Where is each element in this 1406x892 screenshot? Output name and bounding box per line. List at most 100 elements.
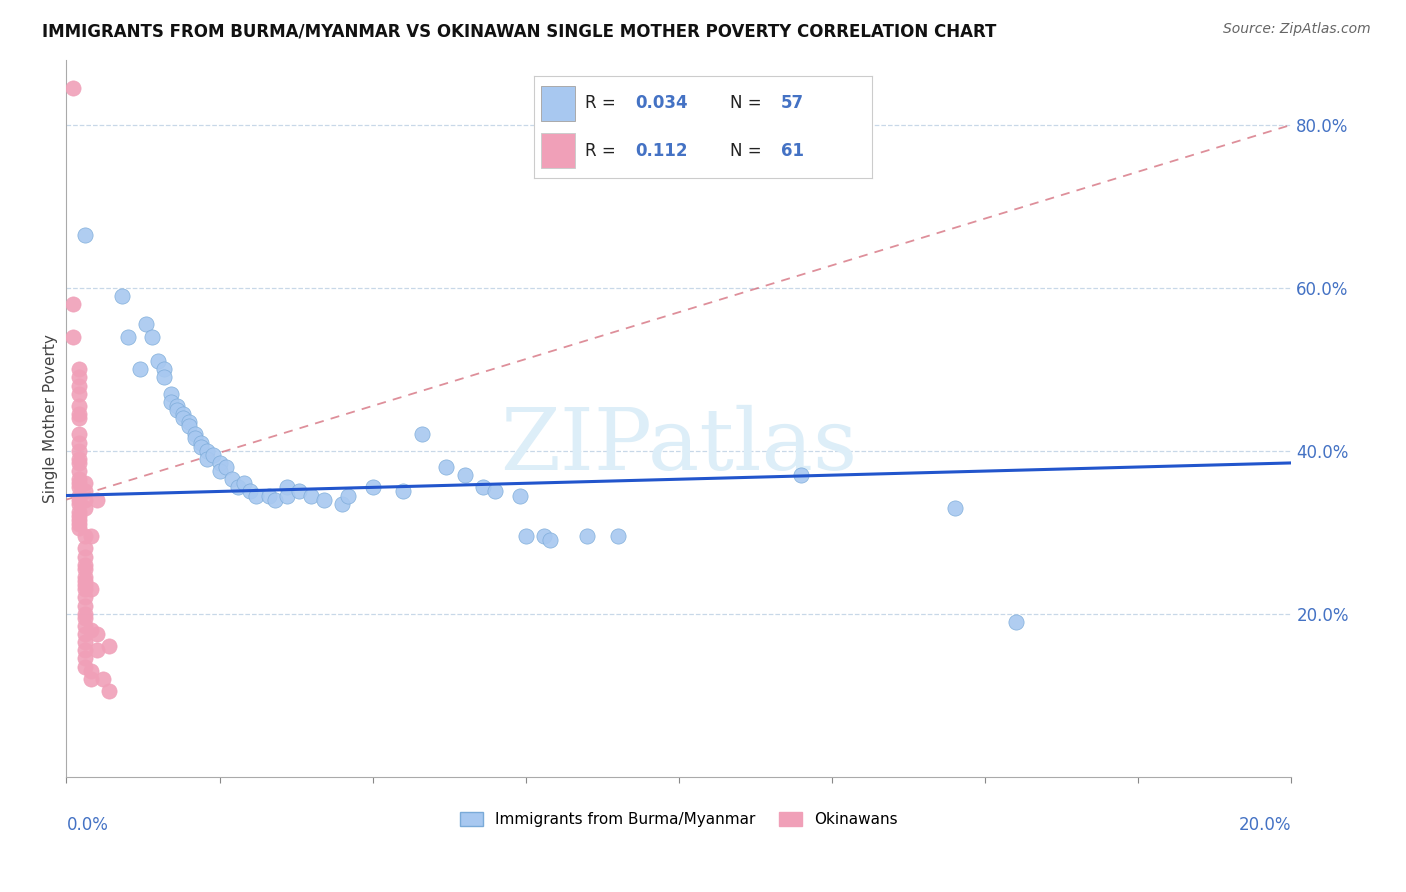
Point xyxy=(177,415,200,429)
Point xyxy=(330,497,353,511)
Point xyxy=(233,476,256,491)
Point xyxy=(67,516,90,531)
Point xyxy=(67,362,90,376)
Point xyxy=(166,403,188,417)
Point xyxy=(86,627,108,641)
Point xyxy=(538,533,561,548)
Point xyxy=(533,529,555,543)
Point xyxy=(484,484,506,499)
Point xyxy=(67,464,90,478)
Point xyxy=(73,558,96,572)
Point xyxy=(62,297,84,311)
Point xyxy=(392,484,415,499)
Point xyxy=(576,529,599,543)
Point xyxy=(73,591,96,605)
Point xyxy=(73,578,96,592)
Point xyxy=(73,500,96,515)
Point xyxy=(73,529,96,543)
Point xyxy=(257,489,280,503)
Point xyxy=(166,399,188,413)
Point xyxy=(62,329,84,343)
Text: 0.0%: 0.0% xyxy=(66,816,108,834)
Text: 0.034: 0.034 xyxy=(636,94,688,112)
Point xyxy=(434,460,457,475)
Point xyxy=(67,407,90,421)
Point xyxy=(67,513,90,527)
Point xyxy=(172,411,194,425)
Point xyxy=(790,468,813,483)
Text: Source: ZipAtlas.com: Source: ZipAtlas.com xyxy=(1223,22,1371,37)
Point xyxy=(208,464,231,478)
Point xyxy=(62,81,84,95)
Point xyxy=(515,529,537,543)
Point xyxy=(208,456,231,470)
Point xyxy=(361,480,384,494)
Point xyxy=(86,492,108,507)
Text: 61: 61 xyxy=(780,142,804,161)
Point xyxy=(1004,615,1026,629)
Point xyxy=(73,492,96,507)
Point xyxy=(184,432,207,446)
Point xyxy=(98,640,121,654)
Point xyxy=(337,489,360,503)
Point xyxy=(80,529,103,543)
Point xyxy=(215,460,238,475)
Point xyxy=(73,607,96,621)
Point xyxy=(943,500,966,515)
Point xyxy=(67,411,90,425)
Text: ZIPatlas: ZIPatlas xyxy=(501,405,858,489)
Point xyxy=(73,611,96,625)
Point xyxy=(73,562,96,576)
Point xyxy=(263,492,285,507)
Text: N =: N = xyxy=(730,142,766,161)
Point xyxy=(202,448,225,462)
Point xyxy=(288,484,311,499)
Point xyxy=(135,318,157,332)
Y-axis label: Single Mother Poverty: Single Mother Poverty xyxy=(44,334,58,502)
Point xyxy=(73,651,96,665)
Point xyxy=(91,672,114,686)
Point xyxy=(195,443,218,458)
Text: 57: 57 xyxy=(780,94,804,112)
Point xyxy=(98,684,121,698)
Point xyxy=(73,619,96,633)
Bar xyxy=(541,87,575,121)
Point xyxy=(117,329,139,343)
Text: 20.0%: 20.0% xyxy=(1239,816,1292,834)
Point xyxy=(153,362,176,376)
Point xyxy=(276,480,298,494)
Text: IMMIGRANTS FROM BURMA/MYANMAR VS OKINAWAN SINGLE MOTHER POVERTY CORRELATION CHAR: IMMIGRANTS FROM BURMA/MYANMAR VS OKINAWA… xyxy=(42,22,997,40)
Point xyxy=(67,451,90,466)
Point xyxy=(159,386,181,401)
Point xyxy=(67,370,90,384)
Point xyxy=(73,659,96,673)
Point xyxy=(67,508,90,523)
Point xyxy=(509,489,531,503)
Point xyxy=(190,435,212,450)
Point xyxy=(73,476,96,491)
Point xyxy=(67,386,90,401)
Point xyxy=(67,443,90,458)
Bar xyxy=(541,133,575,168)
Point xyxy=(80,664,103,678)
Point xyxy=(67,497,90,511)
Point xyxy=(86,643,108,657)
Point xyxy=(453,468,475,483)
Point xyxy=(67,492,90,507)
Point xyxy=(73,549,96,564)
Point xyxy=(67,399,90,413)
Point xyxy=(129,362,152,376)
Point xyxy=(606,529,628,543)
Point xyxy=(67,505,90,519)
Point xyxy=(80,623,103,637)
Point xyxy=(239,484,262,499)
Point xyxy=(67,489,90,503)
Text: N =: N = xyxy=(730,94,766,112)
Point xyxy=(73,582,96,597)
Point xyxy=(67,435,90,450)
Point xyxy=(73,574,96,588)
Point xyxy=(73,635,96,649)
Point xyxy=(226,480,249,494)
Point xyxy=(221,472,243,486)
Point xyxy=(80,582,103,597)
